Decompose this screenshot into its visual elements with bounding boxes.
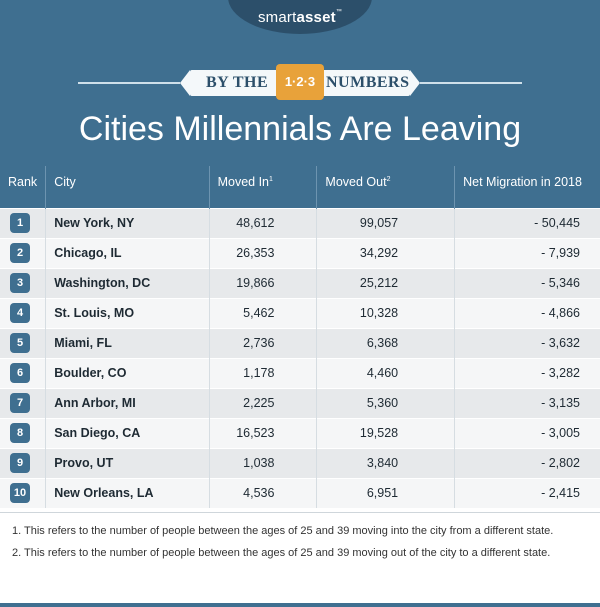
- footnote-text: This refers to the number of people betw…: [24, 525, 554, 537]
- city-cell: New Orleans, LA: [45, 477, 210, 508]
- page-title: Cities Millennials Are Leaving: [78, 110, 522, 148]
- city-cell: New York, NY: [45, 207, 210, 238]
- rank-badge: 5: [10, 333, 30, 353]
- city-cell: Miami, FL: [45, 327, 210, 358]
- table-row: 5 Miami, FL 2,736 6,368 - 3,632: [0, 327, 600, 358]
- footnote-divider: [0, 512, 600, 513]
- moved-in-cell: 16,523: [208, 417, 317, 448]
- table-row: 9 Provo, UT 1,038 3,840 - 2,802: [0, 447, 600, 478]
- table-row: 1 New York, NY 48,612 99,057 - 50,445: [0, 207, 600, 238]
- footnote-2: 2. This refers to the number of people b…: [0, 546, 600, 561]
- footnote-1: 1. This refers to the number of people b…: [0, 524, 600, 539]
- moved-in-cell: 2,736: [208, 327, 317, 358]
- header-moved-in: Moved In1: [208, 166, 317, 208]
- moved-in-cell: 5,462: [208, 297, 317, 328]
- cities-table: Rank City Moved In1 Moved Out2 Net Migra…: [0, 166, 600, 508]
- moved-in-cell: 4,536: [208, 477, 317, 508]
- footnotes: 1. This refers to the number of people b…: [0, 524, 600, 568]
- table-row: 8 San Diego, CA 16,523 19,528 - 3,005: [0, 417, 600, 448]
- table-row: 3 Washington, DC 19,866 25,212 - 5,346: [0, 267, 600, 298]
- table-row: 7 Ann Arbor, MI 2,225 5,360 - 3,135: [0, 387, 600, 418]
- moved-out-cell: 19,528: [316, 417, 455, 448]
- header-moved-out: Moved Out2: [316, 166, 455, 208]
- rank-badge: 8: [10, 423, 30, 443]
- banner-badge: 1·2·3: [276, 64, 324, 100]
- rank-badge: 3: [10, 273, 30, 293]
- net-migration-cell: - 2,415: [454, 477, 600, 508]
- moved-out-cell: 6,368: [316, 327, 455, 358]
- rank-badge: 6: [10, 363, 30, 383]
- header-net-migration: Net Migration in 2018: [454, 166, 600, 208]
- banner-right-text: NUMBERS: [326, 74, 410, 91]
- city-cell: Provo, UT: [45, 447, 210, 478]
- moved-in-cell: 2,225: [208, 387, 317, 418]
- moved-in-cell: 1,038: [208, 447, 317, 478]
- moved-out-cell: 4,460: [316, 357, 455, 388]
- moved-out-cell: 99,057: [316, 207, 455, 238]
- moved-out-cell: 6,951: [316, 477, 455, 508]
- footnote-number: 2.: [12, 547, 22, 559]
- moved-out-cell: 34,292: [316, 237, 455, 268]
- moved-out-cell: 5,360: [316, 387, 455, 418]
- moved-in-cell: 1,178: [208, 357, 317, 388]
- moved-in-cell: 48,612: [208, 207, 317, 238]
- city-cell: St. Louis, MO: [45, 297, 210, 328]
- rank-badge: 4: [10, 303, 30, 323]
- smartasset-logo: smartasset™: [257, 9, 343, 26]
- table-row: 10 New Orleans, LA 4,536 6,951 - 2,415: [0, 477, 600, 508]
- city-cell: San Diego, CA: [45, 417, 210, 448]
- banner-left-text: BY THE: [206, 74, 269, 91]
- city-cell: Washington, DC: [45, 267, 210, 298]
- by-the-numbers-banner: BY THE NUMBERS 1·2·3: [0, 64, 600, 104]
- city-cell: Boulder, CO: [45, 357, 210, 388]
- rank-badge: 7: [10, 393, 30, 413]
- header-city: City: [45, 166, 210, 208]
- rank-badge: 2: [10, 243, 30, 263]
- moved-in-cell: 19,866: [208, 267, 317, 298]
- net-migration-cell: - 3,632: [454, 327, 600, 358]
- net-migration-cell: - 5,346: [454, 267, 600, 298]
- city-cell: Ann Arbor, MI: [45, 387, 210, 418]
- banner-rule-left: [78, 82, 180, 84]
- table-header-row: Rank City Moved In1 Moved Out2 Net Migra…: [0, 166, 600, 208]
- table-row: 4 St. Louis, MO 5,462 10,328 - 4,866: [0, 297, 600, 328]
- moved-out-cell: 25,212: [316, 267, 455, 298]
- moved-out-cell: 10,328: [316, 297, 455, 328]
- net-migration-cell: - 3,135: [454, 387, 600, 418]
- moved-out-cell: 3,840: [316, 447, 455, 478]
- net-migration-cell: - 3,005: [454, 417, 600, 448]
- table-row: 2 Chicago, IL 26,353 34,292 - 7,939: [0, 237, 600, 268]
- net-migration-cell: - 2,802: [454, 447, 600, 478]
- rank-badge: 1: [10, 213, 30, 233]
- footnote-number: 1.: [12, 525, 22, 537]
- table-row: 6 Boulder, CO 1,178 4,460 - 3,282: [0, 357, 600, 388]
- header-rank: Rank: [0, 166, 46, 208]
- net-migration-cell: - 3,282: [454, 357, 600, 388]
- net-migration-cell: - 4,866: [454, 297, 600, 328]
- moved-in-cell: 26,353: [208, 237, 317, 268]
- footnote-text: This refers to the number of people betw…: [24, 547, 551, 559]
- header: smartasset™ BY THE NUMBERS 1·2·3 Cities …: [0, 0, 600, 166]
- rank-badge: 10: [10, 483, 30, 504]
- city-cell: Chicago, IL: [45, 237, 210, 268]
- net-migration-cell: - 50,445: [454, 207, 600, 238]
- net-migration-cell: - 7,939: [454, 237, 600, 268]
- rank-badge: 9: [10, 453, 30, 473]
- bottom-bar: [0, 603, 600, 607]
- banner-rule-right: [420, 82, 522, 84]
